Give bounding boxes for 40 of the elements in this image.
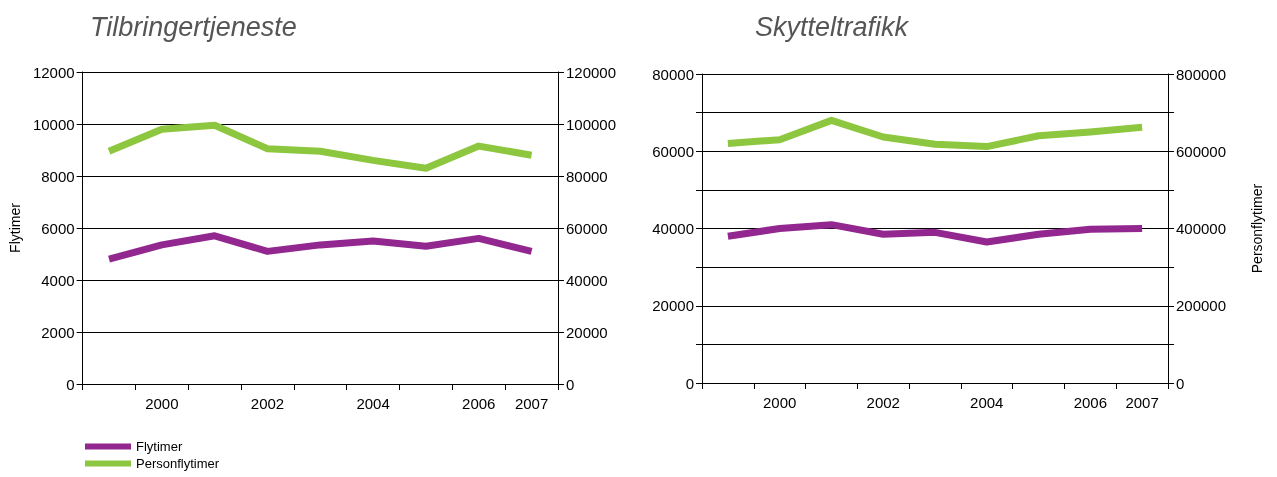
x-tick-label: 2006 [1073, 394, 1108, 411]
x-tick-label: 2004 [356, 395, 390, 412]
x-tick-label: 2004 [970, 394, 1004, 411]
x-tick-label: 2006 [462, 395, 496, 412]
y2-tick-label: 800000 [1176, 65, 1227, 83]
y2-tick-label: 200000 [1176, 297, 1227, 315]
x-tick-label: 2007 [514, 395, 549, 412]
y-tick-label: 10000 [32, 115, 75, 133]
y-tick-label: 0 [685, 374, 694, 392]
y-tick-label: 20000 [652, 297, 694, 315]
y-tick-label: 12000 [32, 63, 75, 81]
y-tick-label: 0 [66, 375, 75, 393]
legend-label: Personflytimer [136, 456, 220, 471]
y-tick-label: 6000 [41, 219, 75, 237]
y-axis-title: Flytimer [7, 202, 23, 253]
y-tick-label: 60000 [652, 142, 694, 160]
y2-tick-label: 120000 [566, 63, 617, 81]
legend-label: Flytimer [136, 439, 183, 454]
y-tick-label: 4000 [41, 271, 75, 289]
chart-title: Skytteltrafikk [755, 11, 910, 42]
y-tick-label: 80000 [652, 65, 694, 83]
chart-title: Tilbringertjeneste [90, 11, 297, 42]
y2-tick-label: 60000 [566, 219, 608, 237]
y2-tick-label: 400000 [1176, 220, 1227, 237]
y2-tick-label: 40000 [566, 271, 608, 289]
x-tick-label: 2002 [866, 394, 900, 411]
y-tick-label: 8000 [41, 167, 75, 185]
x-tick-label: 2002 [250, 395, 285, 412]
x-tick-label: 2000 [145, 395, 179, 412]
y-tick-label: 40000 [652, 220, 694, 237]
x-tick-label: 2007 [1125, 394, 1159, 411]
y-tick-label: 2000 [41, 323, 75, 341]
y2-tick-label: 20000 [566, 323, 608, 341]
x-tick-label: 2000 [762, 394, 797, 411]
y2-tick-label: 600000 [1176, 142, 1227, 160]
y2-tick-label: 100000 [566, 115, 617, 133]
y2-tick-label: 0 [1176, 374, 1185, 392]
y2-tick-label: 80000 [566, 167, 608, 185]
y2-axis-title: Personflytimer [1249, 183, 1265, 274]
y2-tick-label: 0 [566, 375, 575, 393]
